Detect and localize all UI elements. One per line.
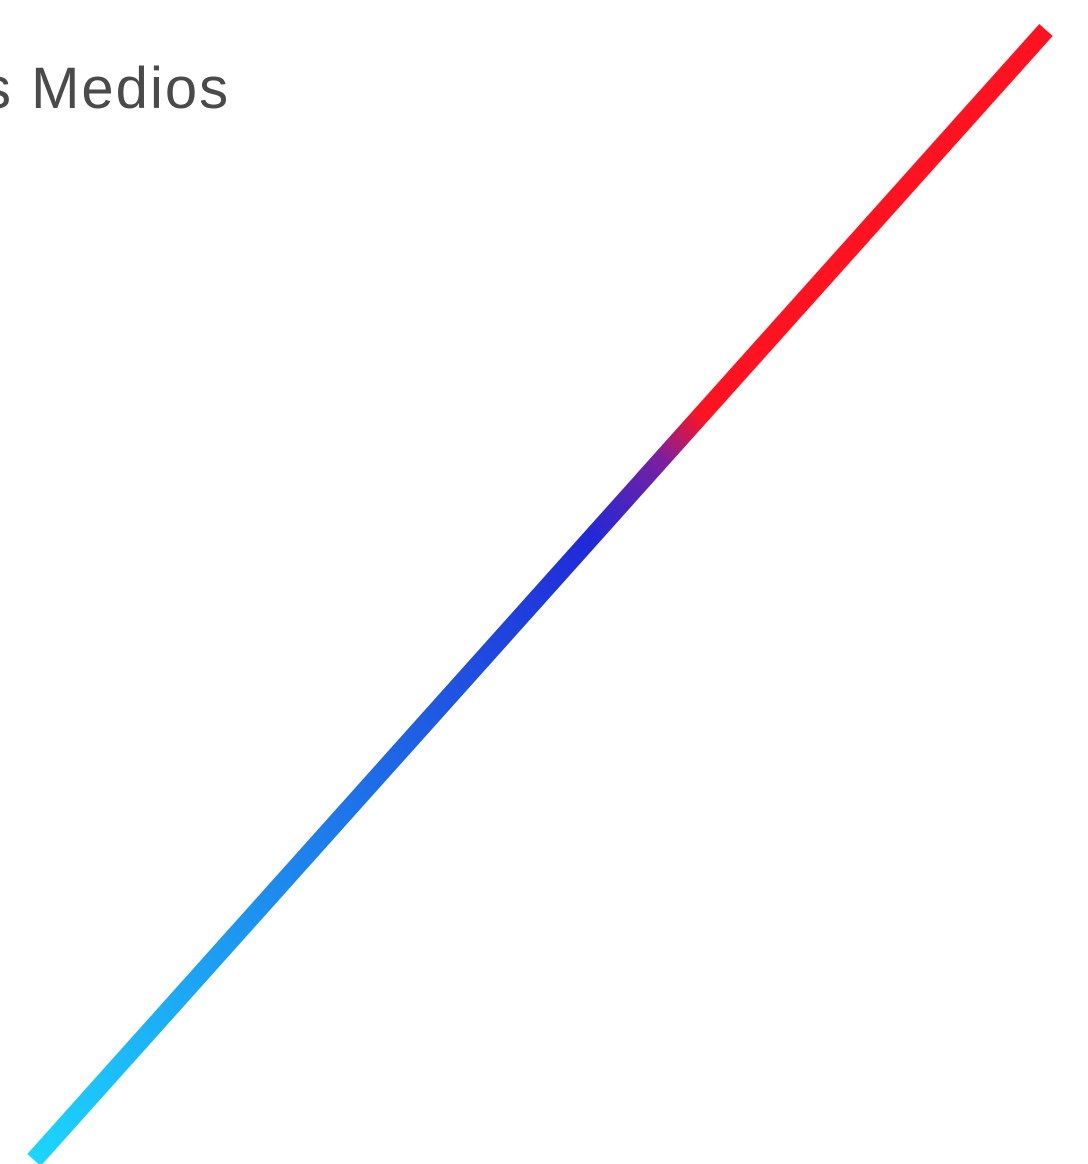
page-title: s Medios — [0, 56, 231, 121]
diagonal-gradient-line — [27, 23, 1053, 1164]
